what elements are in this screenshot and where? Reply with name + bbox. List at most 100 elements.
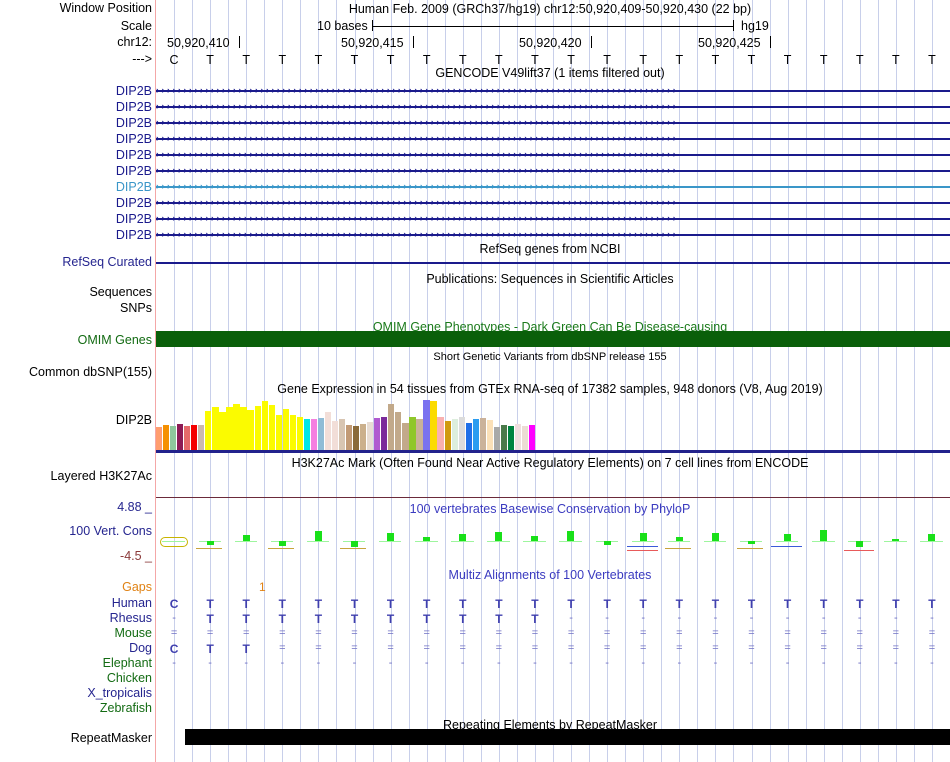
conservation-bar[interactable] bbox=[495, 532, 503, 541]
gtex-tissue-bar[interactable] bbox=[486, 420, 493, 450]
gtex-tissue-bar[interactable] bbox=[163, 425, 170, 450]
conservation-plot[interactable] bbox=[156, 500, 950, 562]
gencode-gene-label[interactable]: DIP2B bbox=[115, 100, 152, 114]
gencode-gene-label[interactable]: DIP2B bbox=[115, 132, 152, 146]
gencode-transcript-line[interactable] bbox=[156, 202, 950, 204]
gencode-gene-label[interactable]: DIP2B bbox=[115, 196, 152, 210]
gencode-gene-label[interactable]: DIP2B bbox=[115, 212, 152, 226]
gencode-gene-label[interactable]: DIP2B bbox=[115, 180, 152, 194]
gtex-tissue-bar[interactable] bbox=[458, 417, 465, 450]
gtex-tissue-bar[interactable] bbox=[296, 417, 303, 450]
refseq-curated-label[interactable]: RefSeq Curated bbox=[62, 255, 152, 269]
gtex-tissue-bar[interactable] bbox=[500, 425, 508, 450]
conservation-bar[interactable] bbox=[747, 541, 755, 544]
conservation-bar[interactable] bbox=[820, 530, 828, 541]
gtex-tissue-bar[interactable] bbox=[367, 422, 374, 450]
gencode-transcript-line[interactable] bbox=[156, 106, 950, 108]
gtex-tissue-bar[interactable] bbox=[346, 425, 353, 450]
gtex-tissue-bar[interactable] bbox=[514, 424, 522, 450]
gtex-tissue-bar[interactable] bbox=[381, 417, 388, 450]
gtex-tissue-bar[interactable] bbox=[465, 423, 472, 450]
gencode-transcript-line[interactable] bbox=[156, 122, 950, 124]
gtex-tissue-bar[interactable] bbox=[303, 419, 310, 450]
gtex-tissue-bar[interactable] bbox=[282, 409, 289, 450]
gtex-tissue-bar[interactable] bbox=[521, 426, 529, 450]
gencode-gene-label[interactable]: DIP2B bbox=[115, 116, 152, 130]
conservation-bar[interactable] bbox=[386, 533, 394, 541]
omim-feature-bar[interactable] bbox=[156, 331, 950, 347]
gtex-tissue-bar[interactable] bbox=[184, 426, 191, 450]
gtex-tissue-bar[interactable] bbox=[191, 425, 198, 450]
conservation-bar[interactable] bbox=[892, 539, 900, 541]
gtex-tissue-bar[interactable] bbox=[451, 419, 458, 450]
gtex-tissue-bar[interactable] bbox=[528, 425, 536, 450]
conservation-bar[interactable] bbox=[603, 541, 611, 545]
conservation-bar[interactable] bbox=[459, 534, 467, 541]
gtex-tissue-bar[interactable] bbox=[233, 404, 240, 450]
conservation-bar[interactable] bbox=[531, 536, 539, 541]
multiz-species-label[interactable]: Elephant bbox=[102, 656, 152, 670]
multiz-species-label[interactable]: Dog bbox=[129, 641, 152, 655]
multiz-species-label[interactable]: Chicken bbox=[106, 671, 152, 685]
gtex-tissue-bar[interactable] bbox=[353, 426, 360, 450]
gtex-tissue-bar[interactable] bbox=[479, 418, 486, 450]
gtex-tissue-bar[interactable] bbox=[261, 401, 268, 450]
gencode-gene-label[interactable]: DIP2B bbox=[115, 148, 152, 162]
conservation-bar[interactable] bbox=[567, 531, 575, 541]
gtex-tissue-bar[interactable] bbox=[444, 421, 451, 450]
gtex-tissue-bar[interactable] bbox=[493, 427, 500, 450]
gencode-transcript-line[interactable] bbox=[156, 138, 950, 140]
gtex-tissue-bar[interactable] bbox=[416, 419, 423, 450]
gtex-tissue-bar[interactable] bbox=[317, 418, 325, 450]
gtex-tissue-bar[interactable] bbox=[289, 415, 296, 450]
gencode-transcript-line[interactable] bbox=[156, 154, 950, 156]
conservation-bar[interactable] bbox=[206, 541, 214, 545]
gencode-gene-label[interactable]: DIP2B bbox=[115, 164, 152, 178]
gtex-tissue-bar[interactable] bbox=[177, 424, 184, 450]
gtex-tissue-bar[interactable] bbox=[247, 410, 254, 450]
gtex-tissue-bar[interactable] bbox=[331, 421, 339, 450]
gtex-tissue-bar[interactable] bbox=[226, 407, 233, 450]
gencode-gene-label[interactable]: DIP2B bbox=[115, 84, 152, 98]
gtex-tissue-bar[interactable] bbox=[402, 423, 409, 450]
gencode-transcript-line[interactable] bbox=[156, 234, 950, 236]
gtex-tissue-bar[interactable] bbox=[324, 412, 332, 450]
gtex-tissue-bar[interactable] bbox=[198, 425, 205, 450]
conservation-bar[interactable] bbox=[278, 541, 286, 546]
conservation-bar[interactable] bbox=[639, 533, 647, 541]
repeatmasker-label[interactable]: RepeatMasker bbox=[70, 731, 152, 745]
gtex-tissue-bar[interactable] bbox=[240, 407, 247, 450]
gtex-tissue-bar[interactable] bbox=[254, 406, 261, 450]
gtex-tissue-bar[interactable] bbox=[423, 400, 430, 450]
gtex-tissue-bar[interactable] bbox=[156, 427, 163, 450]
refseq-feature-bar[interactable] bbox=[156, 262, 950, 264]
gtex-expression-barchart[interactable] bbox=[156, 397, 536, 450]
gencode-transcript-line[interactable] bbox=[156, 170, 950, 172]
gtex-tissue-bar[interactable] bbox=[205, 411, 212, 450]
gtex-tissue-bar[interactable] bbox=[437, 417, 444, 450]
gencode-gene-label[interactable]: DIP2B bbox=[115, 228, 152, 242]
snps-label[interactable]: SNPs bbox=[120, 301, 152, 315]
multiz-species-label[interactable]: Mouse bbox=[114, 626, 152, 640]
gtex-tissue-bar[interactable] bbox=[360, 424, 367, 450]
gtex-tissue-bar[interactable] bbox=[170, 426, 177, 450]
gtex-tissue-bar[interactable] bbox=[395, 412, 402, 450]
repeatmasker-feature-bar[interactable] bbox=[185, 729, 950, 745]
conservation-bar[interactable] bbox=[242, 535, 250, 541]
conservation-bar[interactable] bbox=[783, 534, 791, 541]
gtex-tissue-bar[interactable] bbox=[430, 401, 437, 450]
conservation-bar[interactable] bbox=[711, 533, 719, 541]
conservation-bar[interactable] bbox=[350, 541, 358, 547]
conservation-bar[interactable] bbox=[314, 531, 322, 541]
gtex-tissue-bar[interactable] bbox=[374, 418, 381, 450]
gencode-transcript-line[interactable] bbox=[156, 186, 950, 188]
gtex-tissue-bar[interactable] bbox=[338, 419, 346, 450]
gtex-tissue-bar[interactable] bbox=[275, 415, 282, 450]
gencode-transcript-line[interactable] bbox=[156, 90, 950, 92]
gtex-tissue-bar[interactable] bbox=[219, 412, 226, 450]
conservation-label[interactable]: 100 Vert. Cons bbox=[69, 524, 152, 538]
conservation-bar[interactable] bbox=[928, 534, 936, 541]
conservation-bar[interactable] bbox=[423, 537, 431, 541]
gencode-transcript-line[interactable] bbox=[156, 218, 950, 220]
gtex-gene-label[interactable]: DIP2B bbox=[115, 413, 152, 427]
